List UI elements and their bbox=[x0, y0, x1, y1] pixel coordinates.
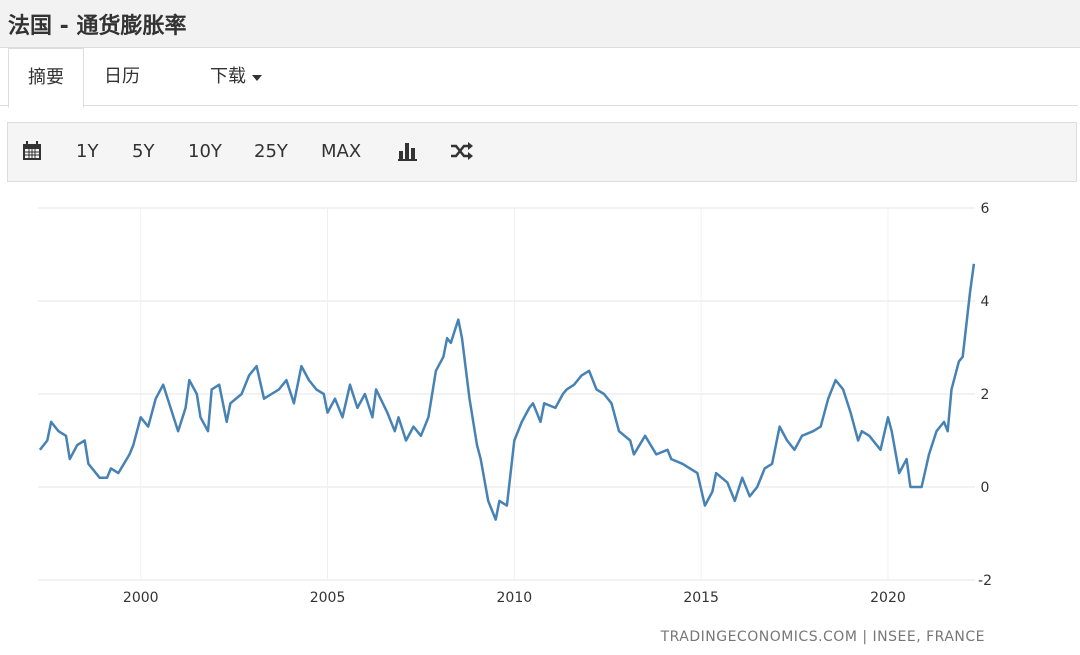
x-tick-label: 2005 bbox=[310, 590, 346, 606]
y-tick-label: 2 bbox=[981, 387, 990, 403]
calendar-icon[interactable] bbox=[22, 141, 44, 161]
shuffle-icon[interactable] bbox=[450, 141, 474, 161]
chart: TRADINGECONOMICS.COM | INSEE, FRANCE -2 0… bbox=[38, 201, 992, 645]
y-tick-label: 6 bbox=[981, 201, 990, 217]
range-button[interactable]: 5Y bbox=[132, 141, 155, 162]
bar-chart-icon[interactable] bbox=[398, 141, 418, 161]
range-button[interactable]: 25Y bbox=[254, 141, 288, 162]
x-tick-label: 2020 bbox=[870, 590, 906, 606]
toolbar: 1Y 5Y 10Y 25Y MAX bbox=[7, 122, 1077, 182]
x-tick-label: 2010 bbox=[497, 590, 533, 606]
range-button[interactable]: 1Y bbox=[76, 141, 99, 162]
y-tick-label: 4 bbox=[981, 294, 990, 310]
x-tick-label: 2015 bbox=[683, 590, 719, 606]
range-button[interactable]: 10Y bbox=[188, 141, 222, 162]
tab[interactable]: 下载 bbox=[210, 48, 264, 106]
tab-label: 下载 bbox=[210, 66, 246, 87]
x-tick-label: 2000 bbox=[123, 590, 159, 606]
y-tick-label: -2 bbox=[978, 573, 992, 589]
header: 法国 - 通货膨胀率 bbox=[0, 0, 1080, 48]
caret bbox=[251, 75, 262, 81]
y-tick-label: 0 bbox=[981, 480, 990, 496]
divider bbox=[0, 105, 1078, 106]
range-button[interactable]: MAX bbox=[321, 141, 362, 162]
page-title: 法国 - 通货膨胀率 bbox=[8, 14, 187, 39]
source-credit: TRADINGECONOMICS.COM | INSEE, FRANCE bbox=[660, 629, 985, 645]
line-series bbox=[38, 263, 976, 521]
tab[interactable]: 日历 bbox=[104, 66, 140, 87]
tab[interactable]: 摘要 bbox=[8, 48, 84, 108]
